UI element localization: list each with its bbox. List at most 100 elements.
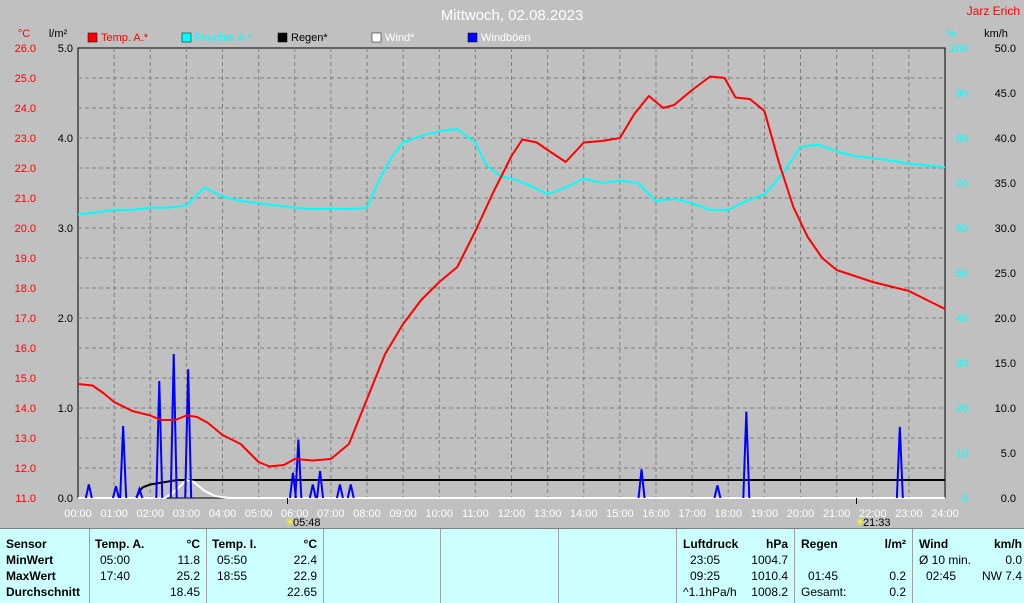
x-tick-label: 24:00 — [931, 508, 959, 520]
temp-tick-label: 15.0 — [15, 373, 36, 385]
rain-tick-label: 2.0 — [58, 313, 73, 325]
sunrise-time: 05:48 — [293, 517, 321, 528]
rain-tick-label: 3.0 — [58, 223, 73, 235]
humidity-tick-label: 50 — [956, 268, 968, 280]
temp-i-min-time: 05:50 — [217, 553, 248, 567]
x-tick-label: 20:00 — [787, 508, 815, 520]
rain-max-time: 01:45 — [808, 569, 839, 583]
sunset-time: 21:33 — [863, 517, 891, 528]
rain-title: Regen — [801, 537, 838, 551]
temp-tick-label: 16.0 — [15, 343, 36, 355]
empty-column-2 — [441, 529, 559, 603]
x-tick-label: 16:00 — [642, 508, 670, 520]
wind-tick-label: 50.0 — [995, 43, 1016, 55]
temp-a-avg-value: 18.45 — [169, 585, 200, 599]
pressure-title: Luftdruck — [683, 537, 739, 551]
rain-column: Regen l/m² 01:45 0.2 Gesamt: 0.2 — [795, 529, 913, 603]
humidity-axis-label: % — [946, 28, 956, 40]
sun-icon: ☀ — [285, 516, 295, 528]
temp-tick-label: 18.0 — [15, 283, 36, 295]
pressure-avg-value: 1008.2 — [751, 585, 788, 599]
wind-max-value: NW 7.4 — [981, 569, 1022, 583]
temp-a-min-time: 05:00 — [100, 553, 131, 567]
row-label-avg: Durchschnitt — [6, 585, 81, 599]
temp-tick-label: 19.0 — [15, 253, 36, 265]
humidity-tick-label: 60 — [956, 223, 968, 235]
gusts-spike — [119, 425, 128, 499]
x-tick-label: 03:00 — [173, 508, 201, 520]
x-tick-label: 00:00 — [64, 508, 92, 520]
temp-i-title: Temp. I. — [212, 537, 257, 551]
x-tick-label: 17:00 — [678, 508, 706, 520]
x-tick-label: 13:00 — [534, 508, 562, 520]
temp-a-max-time: 17:40 — [100, 569, 131, 583]
chart-series — [77, 75, 946, 499]
wind-max-time: 02:45 — [926, 569, 957, 583]
row-label-min: MinWert — [6, 553, 54, 567]
pressure-trend: ^1.1hPa/h — [683, 585, 737, 599]
x-tick-label: 01:00 — [100, 508, 128, 520]
empty-column-1 — [324, 529, 441, 603]
gusts-spike — [346, 484, 355, 499]
rain-total-value: 0.2 — [889, 585, 906, 599]
rain-max-value: 0.2 — [889, 569, 906, 583]
x-tick-label: 10:00 — [425, 508, 453, 520]
wind-tick-label: 25.0 — [995, 268, 1016, 280]
gusts-spike — [184, 369, 193, 499]
empty-column-3 — [559, 529, 677, 603]
x-tick-label: 22:00 — [859, 508, 887, 520]
wind-unit: km/h — [993, 537, 1022, 551]
temp-i-avg-value: 22.65 — [286, 585, 317, 599]
humidity-tick-label: 20 — [956, 403, 968, 415]
temp-tick-label: 26.0 — [15, 43, 36, 55]
sensor-title: Sensor — [6, 537, 47, 551]
pressure-unit: hPa — [765, 537, 788, 551]
temp-tick-label: 23.0 — [15, 133, 36, 145]
temp-i-unit: °C — [303, 537, 317, 551]
sunset-marker: ☀ 21:33 — [855, 516, 891, 528]
temp-tick-label: 17.0 — [15, 313, 36, 325]
gusts-spike — [713, 485, 722, 499]
pressure-max-time: 09:25 — [690, 569, 721, 583]
x-tick-label: 07:00 — [317, 508, 345, 520]
x-tick-label: 11:00 — [462, 508, 489, 520]
temp-a-column: Temp. A. °C 05:00 11.8 17:40 25.2 18.45 — [90, 529, 207, 603]
pressure-column: Luftdruck hPa 23:05 1004.7 09:25 1010.4 … — [677, 529, 795, 603]
x-tick-label: 23:00 — [895, 508, 923, 520]
temp-tick-label: 21.0 — [15, 193, 36, 205]
gusts-spike — [335, 484, 344, 499]
legend-swatch-humidity — [181, 32, 192, 43]
temp-a-title: Temp. A. — [95, 537, 145, 551]
temp-axis-label: °C — [18, 28, 30, 40]
wind-tick-label: 10.0 — [995, 403, 1016, 415]
row-label-max: MaxWert — [6, 569, 56, 583]
x-tick-label: 18:00 — [714, 508, 742, 520]
x-tick-label: 09:00 — [389, 508, 417, 520]
x-tick-label: 12:00 — [498, 508, 526, 520]
wind-tick-label: 20.0 — [995, 313, 1016, 325]
gusts-spike — [895, 426, 904, 499]
wind-avg-value: 0.0 — [1005, 553, 1022, 567]
x-tick-label: 05:00 — [245, 508, 273, 520]
temp-a-unit: °C — [186, 537, 200, 551]
temp-i-min-value: 22.4 — [293, 553, 317, 567]
humidity-line — [77, 128, 946, 216]
temp-tick-label: 14.0 — [15, 403, 36, 415]
wind-axis-label: km/h — [984, 28, 1008, 40]
legend-label-temp: Temp. A.* — [101, 32, 149, 44]
temp-a-min-value: 11.8 — [177, 553, 200, 567]
legend-swatch-gusts — [467, 32, 478, 43]
wind-tick-label: 40.0 — [995, 133, 1016, 145]
gusts-spike — [111, 486, 120, 499]
wind-tick-label: 30.0 — [995, 223, 1016, 235]
x-tick-label: 04:00 — [209, 508, 237, 520]
temp-tick-label: 25.0 — [15, 73, 36, 85]
rain-tick-label: 4.0 — [58, 133, 73, 145]
wind-column: Wind km/h Ø 10 min. 0.0 02:45 NW 7.4 — [913, 529, 1024, 603]
humidity-tick-label: 90 — [956, 88, 968, 100]
wind-tick-label: 35.0 — [995, 178, 1016, 190]
pressure-max-value: 1010.4 — [751, 569, 788, 583]
legend-swatch-temp — [87, 32, 98, 43]
station-name: Jarz Erich — [967, 4, 1020, 18]
rain-unit: l/m² — [884, 537, 906, 551]
